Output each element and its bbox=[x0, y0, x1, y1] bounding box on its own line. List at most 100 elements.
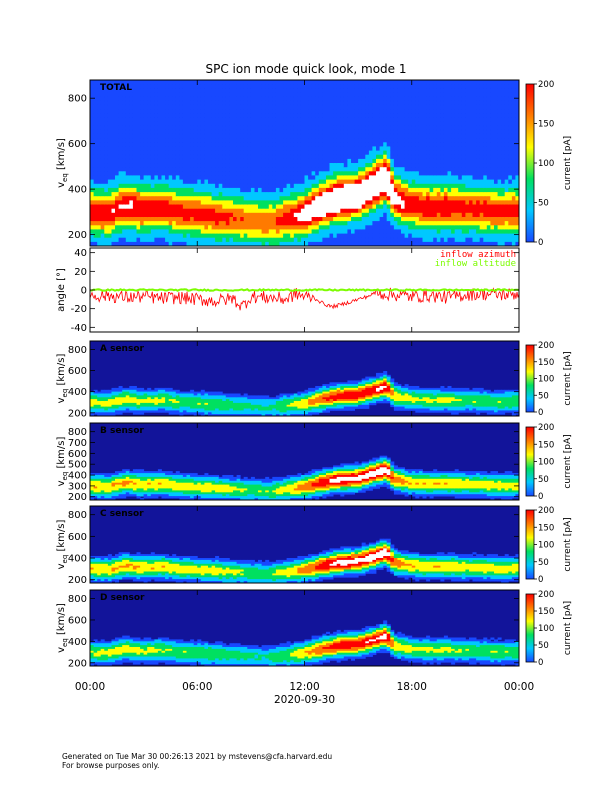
spectrogram-cell bbox=[129, 158, 134, 164]
spectrogram-cell bbox=[293, 142, 298, 147]
spectrogram-cell bbox=[479, 146, 484, 151]
spectrogram-cell bbox=[115, 84, 119, 89]
spectrogram-cell bbox=[147, 179, 152, 185]
spectrogram-cell bbox=[508, 204, 513, 210]
spectrogram-cell bbox=[461, 117, 466, 122]
spectrogram-cell bbox=[340, 204, 345, 210]
spectrogram-cell bbox=[311, 138, 316, 143]
spectrogram-cell bbox=[90, 113, 94, 118]
spectrogram-cell bbox=[236, 229, 241, 234]
spectrogram-cell bbox=[125, 192, 130, 197]
spectrogram-cell bbox=[368, 212, 373, 218]
spectrogram-cell bbox=[175, 175, 180, 180]
spectrogram-cell bbox=[408, 163, 413, 168]
spectrogram-cell bbox=[300, 129, 305, 135]
spectrogram-cell bbox=[479, 133, 484, 139]
spectrogram-cell bbox=[386, 229, 391, 234]
spectrogram-cell bbox=[443, 229, 448, 234]
spectrogram-cell bbox=[222, 237, 227, 243]
spectrogram-cell bbox=[322, 113, 327, 118]
spectrogram-cell bbox=[118, 80, 123, 85]
spectrogram-cell bbox=[182, 167, 187, 172]
spectrogram-cell bbox=[161, 237, 166, 243]
spectrogram-cell bbox=[326, 150, 330, 156]
spectrogram-cell bbox=[243, 96, 248, 102]
spectrogram-cell bbox=[322, 233, 327, 239]
spectrogram-cell bbox=[261, 142, 266, 147]
spectrogram-cell bbox=[140, 175, 145, 180]
spectrogram-cell bbox=[140, 217, 145, 222]
spectrogram-cell bbox=[107, 138, 112, 143]
spectrogram-cell bbox=[351, 109, 355, 114]
spectrogram-cell bbox=[286, 171, 291, 176]
spectrogram-cell bbox=[218, 212, 223, 218]
spectrogram-cell bbox=[383, 200, 388, 205]
spectrogram-cell bbox=[393, 167, 398, 172]
spectrogram-cell bbox=[379, 113, 384, 118]
spectrogram-cell bbox=[150, 225, 155, 230]
spectrogram-cell bbox=[147, 104, 152, 110]
spectrogram-cell bbox=[179, 109, 184, 114]
spectrogram-cell bbox=[107, 92, 112, 98]
spectrogram-cell bbox=[211, 171, 216, 176]
spectrogram-cell bbox=[300, 158, 305, 164]
spectrogram-cell bbox=[172, 183, 177, 189]
spectrogram-cell bbox=[118, 88, 123, 93]
spectrogram-cell bbox=[333, 237, 338, 243]
spectrogram-cell bbox=[197, 142, 202, 147]
spectrogram-cell bbox=[458, 204, 463, 210]
spectrogram-cell bbox=[440, 104, 445, 110]
spectrogram-cell bbox=[418, 171, 423, 176]
spectrogram-cell bbox=[100, 113, 105, 118]
spectrogram-cell bbox=[501, 229, 506, 234]
spectrogram-cell bbox=[390, 204, 395, 210]
spectrogram-cell bbox=[129, 117, 134, 122]
spectrogram-cell bbox=[115, 410, 119, 413]
spectrogram-cell bbox=[354, 179, 359, 185]
spectrogram-cell bbox=[504, 175, 509, 180]
spectrogram-cell bbox=[122, 150, 127, 156]
spectrogram-cell bbox=[515, 100, 520, 106]
spectrogram-cell bbox=[336, 142, 341, 147]
spectrogram-cell bbox=[515, 150, 520, 156]
spectrogram-cell bbox=[115, 117, 119, 122]
spectrogram-cell bbox=[501, 125, 506, 131]
spectrogram-cell bbox=[111, 142, 116, 147]
spectrogram-cell bbox=[179, 92, 184, 98]
spectrogram-cell bbox=[333, 175, 338, 180]
spectrogram-cell bbox=[397, 121, 402, 127]
spectrogram-cell bbox=[322, 183, 327, 189]
spectrogram-cell bbox=[275, 154, 280, 160]
spectrogram-cell bbox=[365, 225, 370, 230]
spectrogram-cell bbox=[265, 187, 270, 193]
spectrogram-cell bbox=[336, 150, 341, 156]
spectrogram-cell bbox=[404, 146, 409, 151]
spectrogram-cell bbox=[111, 410, 116, 413]
spectrogram-cell bbox=[486, 192, 491, 197]
spectrogram-cell bbox=[351, 92, 355, 98]
spectrogram-cell bbox=[390, 225, 395, 230]
spectrogram-cell bbox=[497, 187, 502, 193]
spectrogram-cell bbox=[222, 175, 227, 180]
spectrogram-cell bbox=[182, 233, 187, 239]
spectrogram-cell bbox=[254, 100, 259, 106]
spectrogram-cell bbox=[247, 154, 252, 160]
spectrogram-cell bbox=[200, 109, 205, 114]
spectrogram-cell bbox=[129, 229, 134, 234]
spectrogram-cell bbox=[376, 129, 380, 135]
spectrogram-cell bbox=[361, 100, 366, 106]
spectrogram-cell bbox=[340, 179, 345, 185]
spectrogram-cell bbox=[308, 237, 313, 243]
spectrogram-cell bbox=[494, 212, 498, 218]
spectrogram-cell bbox=[418, 84, 423, 89]
spectrogram-cell bbox=[111, 96, 116, 102]
spectrogram-cell bbox=[386, 138, 391, 143]
spectrogram-cell bbox=[383, 204, 388, 210]
spectrogram-cell bbox=[469, 183, 473, 189]
spectrogram-cell bbox=[454, 150, 459, 156]
spectrogram-cell bbox=[157, 138, 162, 143]
spectrogram-cell bbox=[258, 171, 262, 176]
spectrogram-cell bbox=[315, 208, 320, 214]
spectrogram-cell bbox=[422, 241, 427, 247]
spectrogram-cell bbox=[97, 80, 102, 85]
